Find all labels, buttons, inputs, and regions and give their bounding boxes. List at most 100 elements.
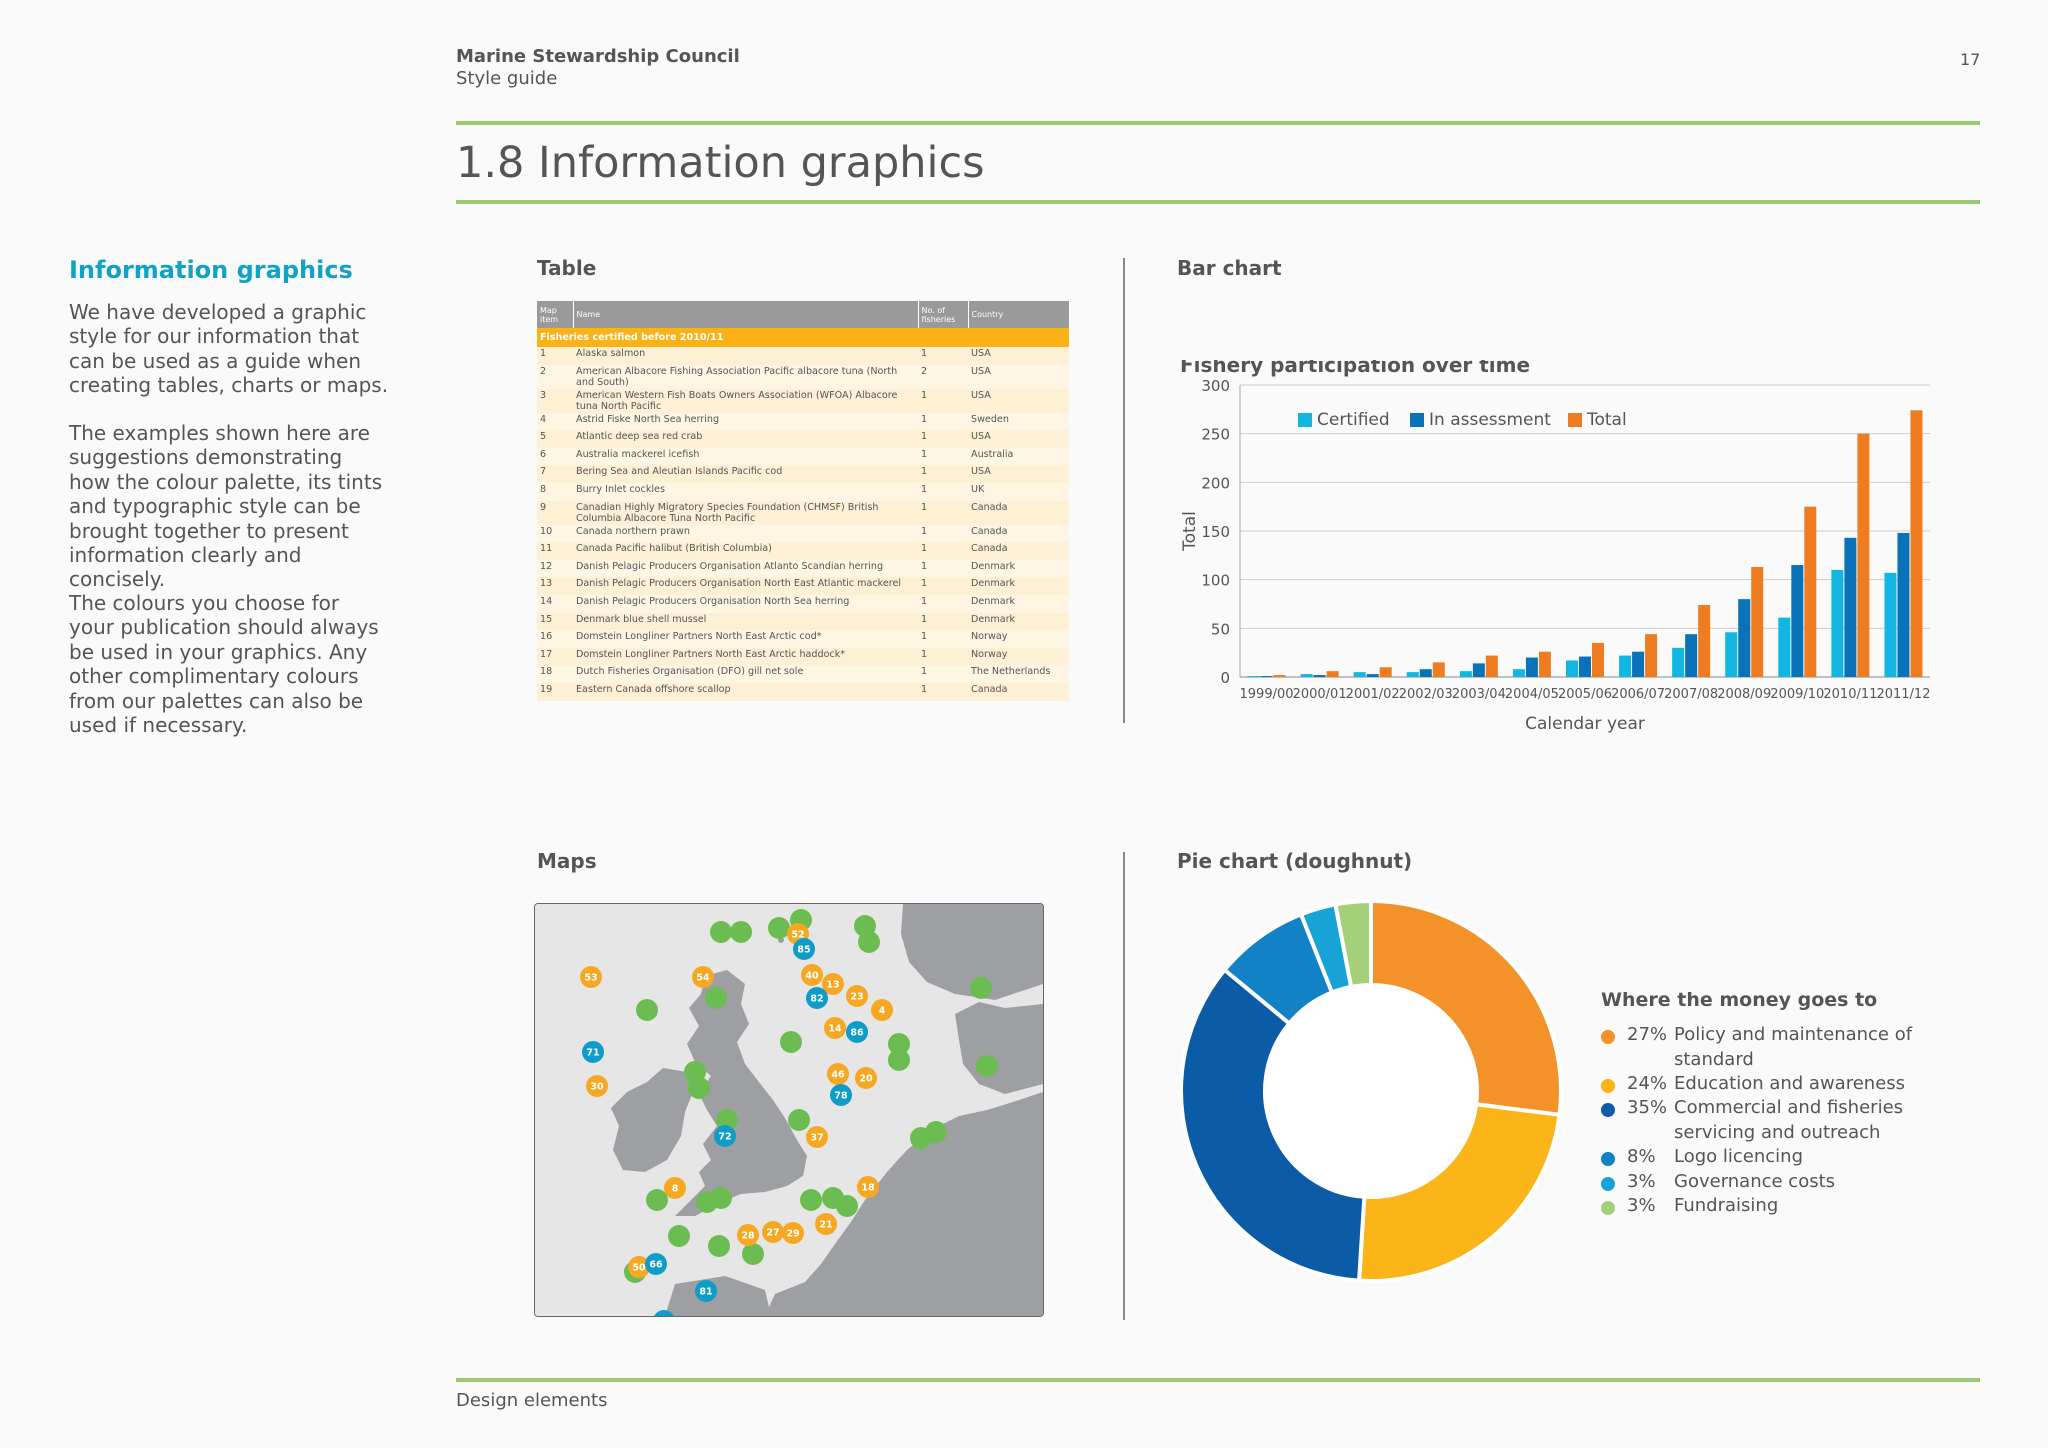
bar-certified [1247,676,1260,677]
map-marker-blue [654,1310,674,1316]
cell-name: Danish Pelagic Producers Organisation No… [573,594,918,613]
cell-fisheries: 1 [918,465,968,483]
bar-in-assessment [1579,656,1591,677]
cell-country: Denmark [968,594,1069,613]
x-tick-label: 2007/08 [1664,687,1718,702]
map-marker-orange [824,1017,846,1039]
map-marker-orange [855,1067,877,1089]
cell-fisheries: 1 [918,482,968,501]
map-marker-orange [586,1075,608,1097]
cell-fisheries: 1 [918,559,968,578]
map-marker-label: 20 [859,1074,873,1085]
document-subtitle: Style guide [456,68,558,89]
cell-map-item: 3 [537,388,573,413]
map-marker-orange [827,1063,849,1085]
legend-dot [1601,1177,1615,1191]
x-axis-label: Calendar year [1525,714,1645,734]
legend-label: Governance costs [1674,1171,1836,1192]
bar-in-assessment [1844,537,1857,677]
cell-fisheries: 1 [918,594,968,613]
map-marker-green [800,1189,822,1211]
legend-dot [1601,1079,1615,1093]
map-marker-orange [815,1213,837,1235]
cell-map-item: 15 [537,612,573,631]
section-heading-pie-chart: Pie chart (doughnut) [1177,849,1413,873]
legend-percent: 3% [1627,1195,1656,1216]
map-marker-orange [822,973,844,995]
map-marker-label: 29 [786,1229,799,1240]
map-marker-label: 28 [741,1231,755,1242]
map-marker-label: 66 [649,1260,663,1271]
cell-map-item: 10 [537,524,573,543]
legend-dot [1601,1152,1615,1166]
map-marker-blue [846,1021,868,1043]
legend-label: Commercial and fisheries servicing and o… [1674,1097,1904,1143]
map-marker-label: 4 [879,1006,886,1017]
cell-name: Denmark blue shell mussel [573,612,918,631]
cell-map-item: 2 [537,364,573,389]
footer-rule [456,1378,1980,1382]
y-axis-label: Total [1180,511,1200,552]
cell-map-item: 7 [537,465,573,483]
section-heading-table: Table [537,256,597,280]
y-tick-label: 250 [1201,426,1230,444]
legend-percent: 24% [1627,1073,1668,1094]
table-row: 15 Denmark blue shell mussel 1 Denmark [537,612,1069,631]
cell-name: Canada northern prawn [573,524,918,543]
table-row: 3 American Western Fish Boats Owners Asso… [537,388,1069,413]
bar-total [1804,506,1817,677]
table-row: 11 Canada Pacific halibut (British Columb… [537,542,1069,560]
bar-in-assessment [1685,634,1698,677]
cell-country: Denmark [968,612,1069,631]
cell-name: Burry Inlet cockles [573,482,918,501]
map-marker-orange [801,964,823,986]
map-marker-label: 71 [586,1048,599,1059]
map-marker-green [742,1243,764,1265]
x-tick-label: 2000/01 [1293,687,1347,702]
map-marker-label: 21 [819,1220,832,1231]
table-row: 16 Domstein Longliner Partners North East… [537,630,1069,648]
bar-total [1538,651,1551,677]
intro-paragraph: The examples shown here are suggestions … [69,421,383,592]
cell-map-item: 17 [537,647,573,666]
intro-heading: Information graphics [69,256,353,284]
cell-fisheries: 1 [918,612,968,631]
map-marker-green [768,917,790,939]
legend-swatch [1298,413,1312,427]
donut-slice [1369,898,1563,1118]
bar-certified [1300,674,1313,677]
map-marker-blue [582,1041,604,1063]
map-marker-green [858,931,880,953]
chart-title: Fishery participation over time [1180,360,1530,377]
cell-fisheries: 1 [918,412,968,431]
table-row: 10 Canada northern prawn 1 Canada [537,524,1069,543]
donut-hole [1267,987,1475,1195]
map-marker-green [788,1109,810,1131]
bar-certified [1512,669,1525,677]
donut-slice [1333,898,1373,990]
column-header-country: Country [968,301,1070,328]
map-marker-label: 8 [672,1184,679,1195]
cell-name: Danish Pelagic Producers Organisation No… [573,577,918,595]
organisation-name: Marine Stewardship Council [456,46,740,67]
column-header-name: Name [573,301,919,328]
table-group-row: Fisheries certified before 2010/11 [537,328,1069,347]
cell-country: USA [968,388,1069,413]
cell-name: Atlantic deep sea red crab [573,430,918,448]
legend-dot [1601,1103,1615,1117]
bar-certified [1566,660,1578,677]
cell-country: Norway [968,630,1069,648]
map-marker-blue [806,987,828,1009]
cell-country: Norway [968,647,1069,666]
map-marker-label: 14 [828,1024,842,1035]
legend-label: Certified [1317,410,1390,430]
map-marker-green [710,921,732,943]
x-tick-label: 2004/05 [1505,687,1559,702]
bar-certified [1459,671,1472,677]
map-marker-label: 86 [850,1028,864,1039]
legend-dot [1601,1030,1615,1044]
legend-label: Total [1586,410,1627,430]
map-marker-label: 30 [590,1082,604,1093]
map-marker-orange [664,1177,686,1199]
bar-certified [1406,672,1419,677]
